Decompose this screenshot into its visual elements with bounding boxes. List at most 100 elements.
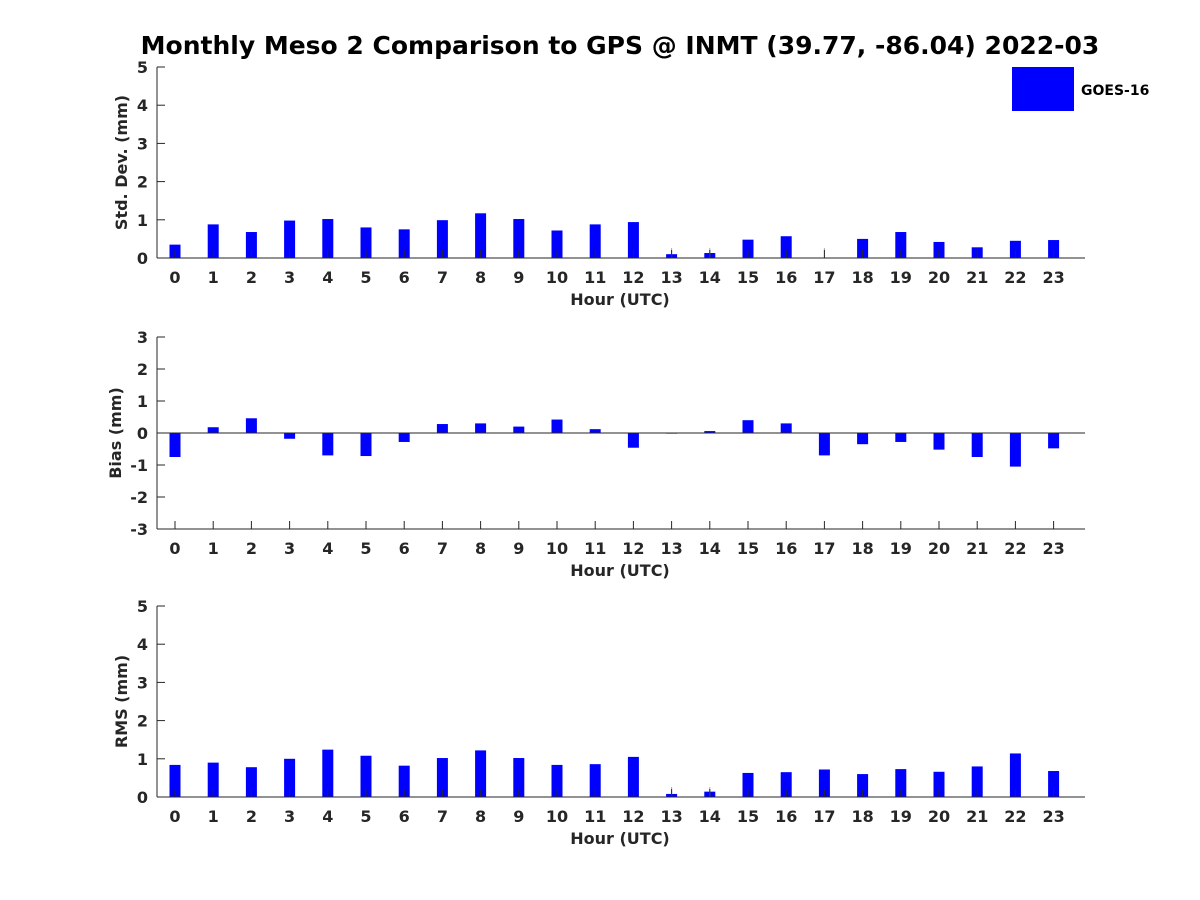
x-tick-label: 1 [208,268,219,287]
x-axis-label: Hour (UTC) [570,561,670,580]
x-tick-label: 7 [437,807,448,826]
bar-16 [780,772,792,797]
y-tick-label: -3 [130,520,148,539]
x-tick-label: 16 [775,807,797,826]
bar-5 [360,433,372,457]
x-tick-label: 19 [890,539,912,558]
bar-12 [627,433,639,448]
bar-20 [933,771,945,797]
y-tick-label: 4 [137,635,148,654]
bar-18 [857,433,869,445]
x-tick-label: 8 [475,539,486,558]
y-tick-label: 3 [137,673,148,692]
bar-7 [436,220,448,258]
bar-15 [742,239,754,258]
bar-21 [971,766,983,797]
x-tick-label: 2 [246,268,257,287]
x-tick-label: 10 [546,268,568,287]
x-tick-label: 6 [399,807,410,826]
x-tick-label: 13 [660,539,682,558]
x-axis-label: Hour (UTC) [570,290,670,309]
bar-16 [780,236,792,258]
x-tick-label: 5 [360,807,371,826]
x-tick-label: 5 [360,539,371,558]
bar-0 [169,764,181,797]
x-tick-label: 15 [737,268,759,287]
x-tick-label: 19 [890,268,912,287]
x-tick-label: 17 [813,539,835,558]
x-tick-label: 22 [1004,807,1026,826]
x-tick-label: 9 [513,539,524,558]
bar-19 [895,232,907,258]
bar-23 [1048,771,1060,797]
x-tick-label: 23 [1042,807,1064,826]
x-tick-label: 9 [513,268,524,287]
x-tick-label: 18 [851,807,873,826]
x-tick-label: 6 [399,539,410,558]
x-tick-label: 20 [928,539,950,558]
x-tick-label: 13 [660,807,682,826]
y-tick-label: 5 [137,58,148,77]
x-tick-label: 21 [966,268,988,287]
x-tick-label: 16 [775,268,797,287]
bar-22 [1009,753,1021,797]
x-axis-label: Hour (UTC) [570,829,670,848]
bar-17 [818,433,830,456]
x-tick-label: 19 [890,807,912,826]
x-tick-label: 16 [775,539,797,558]
x-tick-label: 4 [322,268,333,287]
x-tick-label: 23 [1042,539,1064,558]
bar-6 [398,765,410,797]
y-tick-label: 1 [137,750,148,769]
x-tick-label: 3 [284,268,295,287]
bar-2 [245,232,257,258]
x-tick-label: 3 [284,539,295,558]
y-tick-label: 5 [137,597,148,616]
x-tick-label: 21 [966,807,988,826]
chart-title: Monthly Meso 2 Comparison to GPS @ INMT … [141,31,1100,60]
x-tick-label: 4 [322,539,333,558]
y-tick-label: -1 [130,456,148,475]
bar-5 [360,755,372,797]
x-tick-label: 1 [208,539,219,558]
x-tick-label: 8 [475,268,486,287]
bar-5 [360,227,372,258]
bar-9 [513,758,525,797]
x-tick-label: 11 [584,807,606,826]
x-tick-label: 0 [169,539,180,558]
bar-15 [742,772,754,797]
bar-2 [245,418,257,433]
bar-6 [398,433,410,442]
y-axis-label: RMS (mm) [112,655,131,748]
bar-8 [475,423,487,433]
bar-20 [933,241,945,258]
x-tick-label: 2 [246,539,257,558]
bar-8 [475,750,487,797]
x-tick-label: 18 [851,539,873,558]
x-tick-label: 9 [513,807,524,826]
x-tick-label: 11 [584,268,606,287]
bar-16 [780,423,792,433]
bar-19 [895,769,907,797]
x-tick-label: 11 [584,539,606,558]
x-tick-label: 15 [737,539,759,558]
x-tick-label: 13 [660,268,682,287]
x-tick-label: 14 [699,268,721,287]
legend-swatch [1012,67,1074,111]
y-tick-label: 2 [137,360,148,379]
x-tick-label: 20 [928,807,950,826]
bar-7 [436,758,448,797]
x-tick-label: 3 [284,807,295,826]
x-tick-label: 20 [928,268,950,287]
bar-23 [1048,240,1060,258]
x-tick-label: 2 [246,807,257,826]
bar-23 [1048,433,1060,449]
x-tick-label: 10 [546,807,568,826]
x-tick-label: 10 [546,539,568,558]
bar-1 [207,762,219,797]
legend: GOES-16 [1012,67,1149,111]
x-tick-label: 12 [622,539,644,558]
bar-10 [551,419,563,433]
